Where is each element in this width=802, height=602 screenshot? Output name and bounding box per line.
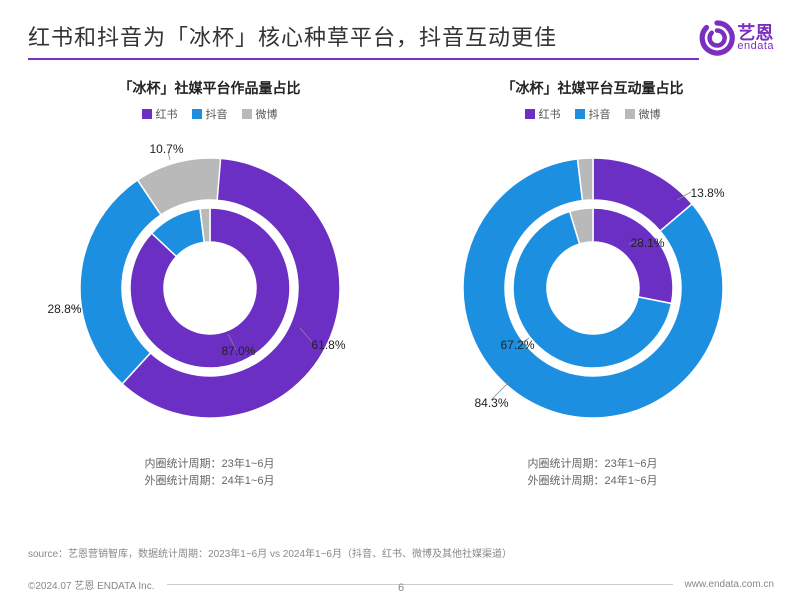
donut-chart-left: 61.8%28.8%10.7%87.0% xyxy=(50,128,370,448)
legend-item: 微博 xyxy=(625,106,661,122)
page-number: 6 xyxy=(398,582,404,594)
donut-chart-right: 13.8%28.1%67.2%84.3% xyxy=(433,128,753,448)
legend-label: 抖音 xyxy=(206,106,228,122)
legend-swatch xyxy=(525,109,535,119)
period-inner: 内圈统计周期：23年1~6月 xyxy=(145,456,275,473)
legend-item: 抖音 xyxy=(575,106,611,122)
legend-left: 红书 抖音 微博 xyxy=(142,106,278,122)
footer-rule xyxy=(167,584,673,585)
legend-label: 微博 xyxy=(639,106,661,122)
brand-logo: 艺恩 endata xyxy=(699,20,774,56)
chart-right: 「冰杯」社媒平台互动量占比 红书 抖音 微博 13.8%28.1%67.2%84… xyxy=(411,78,774,489)
endata-logo-icon xyxy=(699,20,735,56)
logo-en-text: endata xyxy=(737,40,774,52)
header: 红书和抖音为「冰杯」核心种草平台，抖音互动更佳 艺恩 endata xyxy=(28,20,774,60)
slide-title: 红书和抖音为「冰杯」核心种草平台，抖音互动更佳 xyxy=(28,20,699,52)
legend-swatch xyxy=(142,109,152,119)
copyright-text: ©2024.07 艺恩 ENDATA Inc. xyxy=(28,577,155,592)
legend-item: 红书 xyxy=(525,106,561,122)
legend-label: 微博 xyxy=(256,106,278,122)
period-note-right: 内圈统计周期：23年1~6月 外圈统计周期：24年1~6月 xyxy=(528,456,658,489)
chart-right-title: 「冰杯」社媒平台互动量占比 xyxy=(502,78,684,98)
title-underline-rule xyxy=(28,58,699,60)
legend-label: 红书 xyxy=(156,106,178,122)
legend-item: 红书 xyxy=(142,106,178,122)
legend-right: 红书 抖音 微博 xyxy=(525,106,661,122)
charts-row: 「冰杯」社媒平台作品量占比 红书 抖音 微博 61.8%28.8%10.7%87… xyxy=(28,78,774,489)
site-url: www.endata.com.cn xyxy=(685,579,775,590)
period-inner: 内圈统计周期：23年1~6月 xyxy=(528,456,658,473)
period-outer: 外圈统计周期：24年1~6月 xyxy=(145,473,275,490)
period-outer: 外圈统计周期：24年1~6月 xyxy=(528,473,658,490)
legend-swatch xyxy=(192,109,202,119)
source-note: source：艺恩营销智库，数据统计周期：2023年1~6月 vs 2024年1… xyxy=(28,545,512,560)
period-note-left: 内圈统计周期：23年1~6月 外圈统计周期：24年1~6月 xyxy=(145,456,275,489)
slide: 红书和抖音为「冰杯」核心种草平台，抖音互动更佳 艺恩 endata 「冰杯」社媒… xyxy=(0,0,802,602)
chart-left-title: 「冰杯」社媒平台作品量占比 xyxy=(119,78,301,98)
legend-label: 红书 xyxy=(539,106,561,122)
legend-item: 抖音 xyxy=(192,106,228,122)
chart-left: 「冰杯」社媒平台作品量占比 红书 抖音 微博 61.8%28.8%10.7%87… xyxy=(28,78,391,489)
legend-swatch xyxy=(575,109,585,119)
legend-label: 抖音 xyxy=(589,106,611,122)
legend-item: 微博 xyxy=(242,106,278,122)
legend-swatch xyxy=(625,109,635,119)
legend-swatch xyxy=(242,109,252,119)
